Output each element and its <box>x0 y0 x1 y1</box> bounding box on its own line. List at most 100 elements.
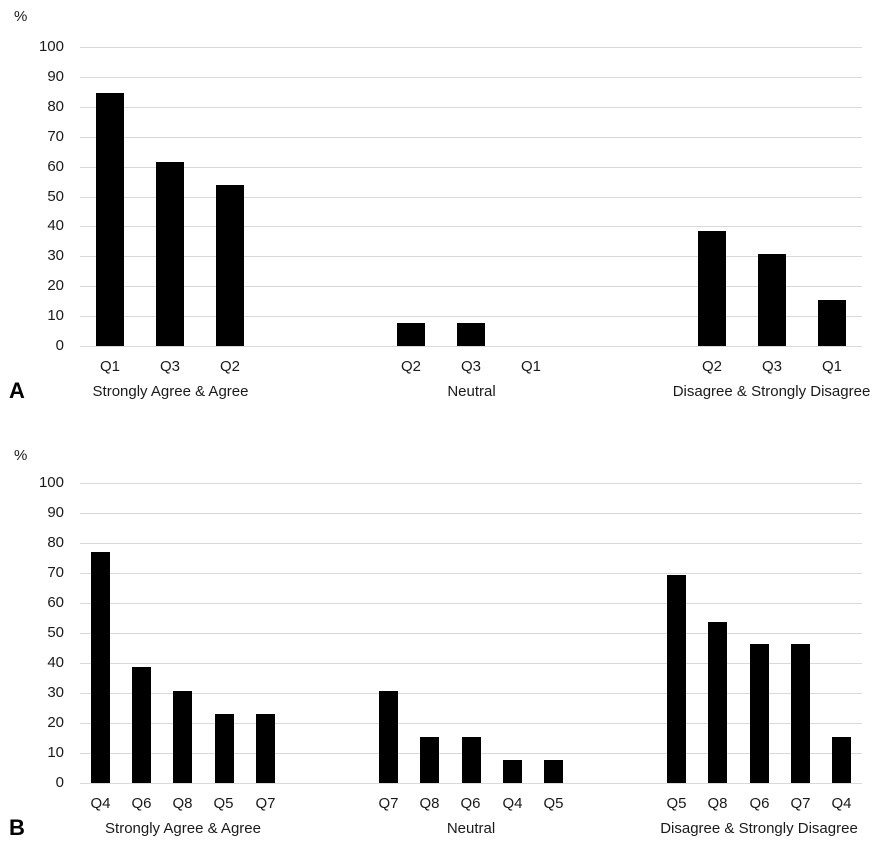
xtick-label: Q6 <box>460 795 481 812</box>
bar-q3 <box>758 254 786 346</box>
gridline <box>80 226 862 227</box>
xtick-label: Q5 <box>666 795 687 812</box>
xtick-label: Q2 <box>701 358 722 375</box>
xtick-label: Q1 <box>99 358 120 375</box>
bar-q4 <box>832 737 851 783</box>
bar-q8 <box>420 737 439 783</box>
ytick-label: 80 <box>47 534 64 551</box>
gridline <box>80 316 862 317</box>
ytick-label: 90 <box>47 68 64 85</box>
gridline <box>80 256 862 257</box>
gridline <box>80 286 862 287</box>
xtick-label: Q5 <box>213 795 234 812</box>
ytick-label: 10 <box>47 744 64 761</box>
xtick-label: Q8 <box>707 795 728 812</box>
ytick-label: 20 <box>47 714 64 731</box>
bar-q1 <box>96 93 124 346</box>
panel-letter: B <box>9 815 25 840</box>
gridline <box>80 137 862 138</box>
bar-q7 <box>379 691 398 783</box>
xtick-label: Q1 <box>821 358 842 375</box>
bar-q5 <box>544 760 563 783</box>
bar-q2 <box>216 185 244 346</box>
gridline <box>80 346 862 347</box>
gridline <box>80 663 862 664</box>
gridline <box>80 693 862 694</box>
xtick-label: Q7 <box>790 795 811 812</box>
ytick-label: 10 <box>47 307 64 324</box>
ytick-label: 100 <box>38 38 64 55</box>
bar-q2 <box>397 323 425 346</box>
gridline <box>80 603 862 604</box>
group-label: Disagree & Strongly Disagree <box>660 820 858 837</box>
ytick-label: 90 <box>47 504 64 521</box>
bar-q6 <box>462 737 481 783</box>
bar-q1 <box>818 300 846 346</box>
xtick-label: Q4 <box>90 795 111 812</box>
xtick-label: Q3 <box>761 358 782 375</box>
gridline <box>80 167 862 168</box>
xtick-label: Q7 <box>255 795 276 812</box>
ytick-label: 50 <box>47 188 64 205</box>
gridline <box>80 107 862 108</box>
ytick-label: 60 <box>47 594 64 611</box>
gridline <box>80 77 862 78</box>
xtick-label: Q6 <box>131 795 152 812</box>
panel-a-chart: % 0 10 20 30 40 50 60 70 80 90 100 Q1 Q3 Q2 Strongly Ag… <box>9 8 871 403</box>
bar-q6 <box>132 667 151 783</box>
xtick-label: Q2 <box>400 358 421 375</box>
bar-q3 <box>457 323 485 346</box>
xtick-label: Q8 <box>172 795 193 812</box>
bar-q4 <box>91 552 110 783</box>
ytick-label: 100 <box>38 474 64 491</box>
group-label: Disagree & Strongly Disagree <box>672 383 871 400</box>
ytick-label: 20 <box>47 277 64 294</box>
xtick-label: Q2 <box>219 358 240 375</box>
bar-q7 <box>256 714 275 783</box>
xtick-label: Q5 <box>543 795 564 812</box>
ytick-label: 40 <box>47 654 64 671</box>
bar-q5 <box>215 714 234 783</box>
ytick-label: 70 <box>47 128 64 145</box>
y-axis-unit-label: % <box>14 8 28 25</box>
ytick-label: 50 <box>47 624 64 641</box>
group-label: Strongly Agree & Agree <box>105 820 261 837</box>
y-axis-unit-label: % <box>14 447 28 464</box>
group-label: Neutral <box>447 383 496 400</box>
gridline <box>80 573 862 574</box>
bar-q5 <box>667 575 686 783</box>
xtick-label: Q6 <box>749 795 770 812</box>
ytick-label: 40 <box>47 217 64 234</box>
ytick-label: 30 <box>47 247 64 264</box>
bar-q6 <box>750 644 769 783</box>
ytick-label: 80 <box>47 98 64 115</box>
gridline <box>80 543 862 544</box>
gridline <box>80 633 862 634</box>
gridline <box>80 47 862 48</box>
panel-letter: A <box>9 378 25 403</box>
gridline <box>80 723 862 724</box>
bar-q2 <box>698 231 726 346</box>
xtick-label: Q4 <box>831 795 852 812</box>
xtick-label: Q3 <box>159 358 180 375</box>
bar-q3 <box>156 162 184 346</box>
ytick-label: 0 <box>55 337 64 354</box>
bar-q8 <box>173 691 192 783</box>
gridline <box>80 483 862 484</box>
ytick-label: 0 <box>55 774 64 791</box>
xtick-label: Q1 <box>520 358 541 375</box>
ytick-label: 30 <box>47 684 64 701</box>
gridline <box>80 783 862 784</box>
xtick-label: Q3 <box>460 358 481 375</box>
gridline <box>80 513 862 514</box>
xtick-label: Q4 <box>502 795 523 812</box>
ytick-label: 60 <box>47 158 64 175</box>
gridline <box>80 197 862 198</box>
group-label: Neutral <box>446 820 496 837</box>
xtick-label: Q7 <box>378 795 399 812</box>
panel-b-chart: % 0 10 20 30 40 50 60 70 80 90 100 Q4 Q6 Q8 Q5 Q7 Strongl… <box>0 435 882 854</box>
bar-q7 <box>791 644 810 783</box>
group-label: Strongly Agree & Agree <box>92 383 249 400</box>
bar-q4 <box>503 760 522 783</box>
